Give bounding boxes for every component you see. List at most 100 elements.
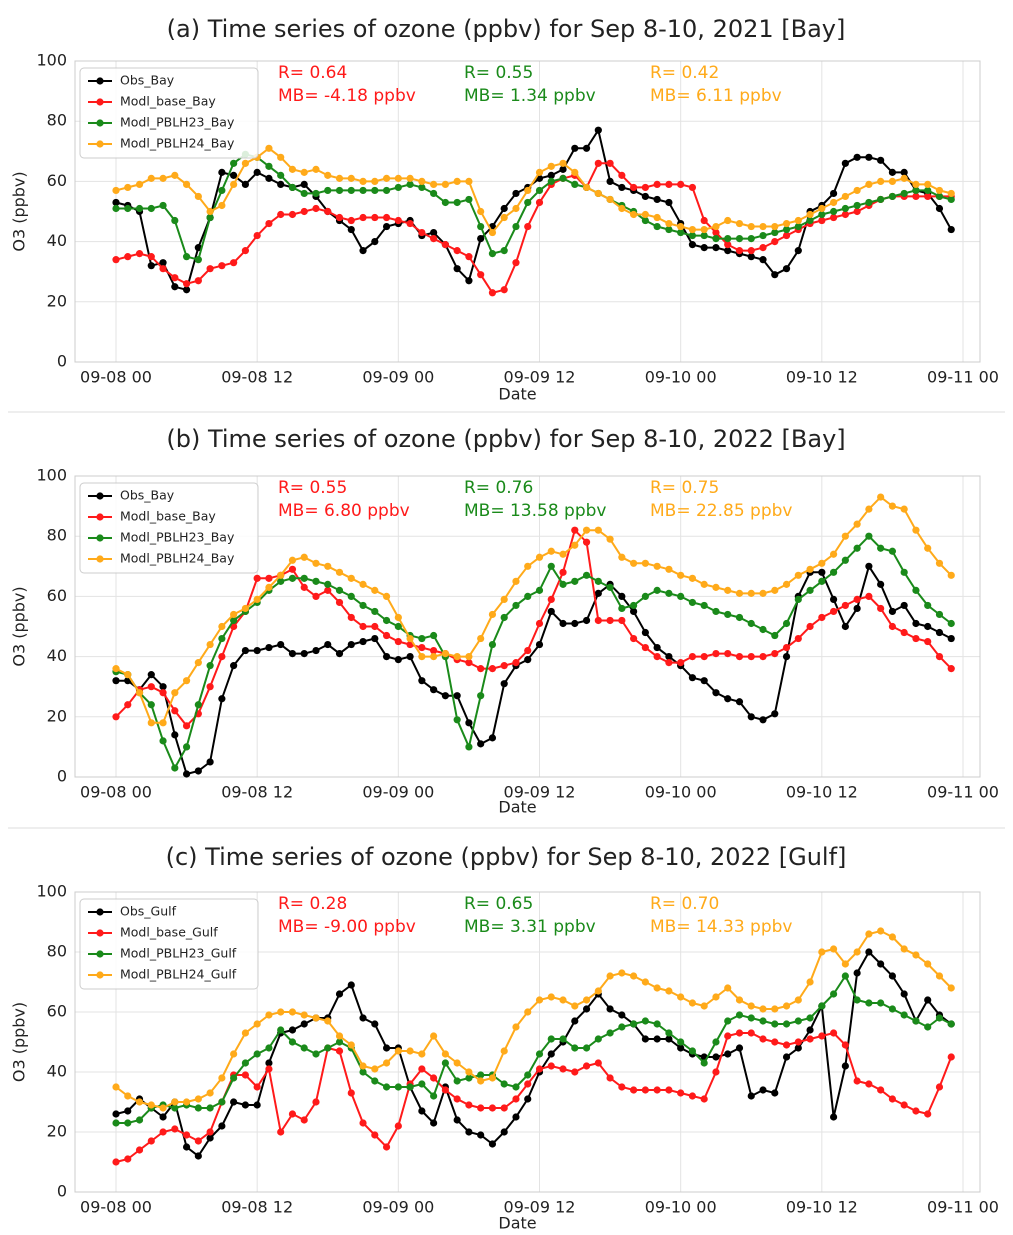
data-point	[571, 1017, 579, 1025]
data-point	[653, 213, 661, 222]
data-point	[829, 607, 838, 616]
legend-box	[79, 67, 259, 159]
data-point	[218, 1122, 226, 1130]
data-point	[394, 1083, 402, 1091]
data-point	[724, 1032, 732, 1040]
data-point	[535, 1065, 544, 1073]
data-point	[547, 595, 555, 604]
data-point	[182, 1098, 191, 1106]
data-point	[359, 580, 367, 588]
data-point	[841, 622, 849, 631]
data-point	[124, 671, 132, 679]
data-point	[888, 933, 897, 941]
data-point	[241, 646, 250, 655]
data-point	[912, 186, 920, 195]
data-point	[888, 607, 897, 616]
data-point	[606, 1074, 614, 1082]
y-tick-label: 100	[36, 882, 67, 901]
data-point	[265, 219, 273, 228]
data-point	[124, 701, 132, 709]
x-axis-label: Date	[498, 1214, 536, 1233]
data-point	[841, 601, 849, 610]
data-point	[665, 1086, 673, 1094]
data-point	[524, 1071, 532, 1079]
data-point	[912, 1107, 920, 1115]
data-point	[806, 216, 814, 225]
x-tick-label: 09-08 12	[221, 368, 293, 387]
data-point	[182, 280, 191, 288]
data-point	[735, 698, 744, 706]
data-point	[453, 1116, 461, 1124]
data-point	[335, 1038, 344, 1046]
data-point	[465, 277, 473, 285]
data-point	[559, 174, 567, 182]
data-point	[582, 1062, 591, 1070]
data-point	[947, 571, 955, 579]
plot-frame	[74, 475, 981, 778]
data-point	[700, 244, 708, 252]
data-point	[371, 622, 379, 631]
data-point	[312, 204, 320, 213]
data-point	[312, 646, 320, 655]
data-point	[747, 1029, 755, 1037]
data-point	[829, 198, 838, 207]
data-point	[218, 634, 226, 643]
data-point	[829, 550, 838, 558]
data-point	[488, 734, 497, 742]
data-point	[724, 234, 732, 243]
data-point	[147, 174, 155, 182]
data-point	[241, 247, 250, 255]
data-point	[735, 234, 744, 243]
data-point	[547, 171, 555, 179]
data-point	[382, 222, 391, 231]
data-point	[594, 189, 602, 198]
legend-label: Modl_PBLH24_Gulf	[120, 967, 237, 982]
data-point	[571, 144, 579, 152]
data-point	[712, 244, 720, 252]
data-point	[935, 1083, 944, 1091]
data-point	[324, 1017, 332, 1025]
data-point	[430, 1074, 438, 1082]
data-point	[441, 241, 449, 249]
data-point	[947, 1020, 955, 1028]
data-point	[347, 186, 355, 195]
annotation: MB= 1.34 ppbv	[464, 86, 596, 106]
data-point	[806, 565, 814, 573]
data-point	[300, 207, 308, 216]
data-point	[394, 656, 402, 664]
data-point	[312, 1098, 320, 1106]
data-point	[112, 1110, 120, 1118]
data-point	[606, 972, 614, 980]
data-point	[665, 653, 673, 661]
data-point	[112, 677, 120, 685]
data-point	[641, 592, 649, 601]
data-point	[194, 1137, 202, 1145]
data-point	[559, 159, 567, 167]
data-point	[194, 1104, 202, 1112]
data-point	[265, 1044, 273, 1052]
data-point	[630, 210, 638, 219]
data-point	[794, 634, 802, 643]
data-point	[712, 583, 720, 591]
data-point	[559, 996, 567, 1004]
data-point	[877, 544, 885, 552]
data-point	[524, 1008, 532, 1016]
data-point	[759, 244, 767, 252]
data-point	[230, 1050, 238, 1058]
data-point	[347, 592, 355, 601]
data-point	[512, 1113, 520, 1121]
data-point	[547, 993, 555, 1001]
y-tick-label: 100	[36, 466, 67, 485]
data-point	[524, 592, 532, 601]
data-point	[782, 265, 791, 273]
data-point	[324, 640, 332, 649]
data-point	[500, 662, 508, 670]
data-point	[441, 649, 449, 658]
data-point	[288, 1008, 297, 1016]
data-point	[382, 616, 391, 625]
data-point	[829, 189, 838, 198]
data-point	[900, 628, 908, 637]
data-point	[688, 653, 697, 661]
data-point	[794, 1017, 802, 1025]
data-point	[124, 253, 132, 261]
